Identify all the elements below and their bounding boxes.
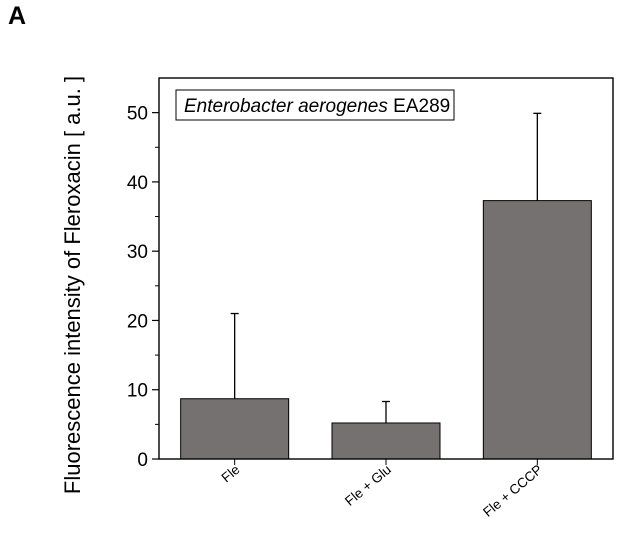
y-tick-label: 50 bbox=[127, 104, 148, 125]
plot-area: Fle Fle + Glu Fle + CCCP 0 10 20 30 40 50 bbox=[127, 77, 614, 520]
x-tick-label: Fle + CCCP bbox=[480, 462, 545, 520]
legend-label: Enterobacter aerogenes EA289 bbox=[184, 96, 450, 117]
legend-box: Enterobacter aerogenes EA289 bbox=[175, 89, 455, 121]
y-tick-label: 20 bbox=[127, 311, 148, 332]
plot-frame bbox=[158, 77, 614, 460]
y-tick-label: 30 bbox=[127, 242, 148, 263]
legend-species: Enterobacter aerogenes bbox=[184, 96, 388, 117]
bar bbox=[482, 200, 592, 460]
panel-label: A bbox=[8, 2, 27, 30]
legend-strain: EA289 bbox=[388, 96, 450, 117]
y-tick-label: 40 bbox=[127, 173, 148, 194]
x-tick-label: Fle + Glu bbox=[342, 462, 394, 509]
x-tick-label: Fle bbox=[219, 462, 243, 486]
y-tick-label: 10 bbox=[127, 381, 148, 402]
y-axis-label: Fluorescence intensity of Fleroxacin [ a… bbox=[60, 76, 85, 494]
bar bbox=[180, 398, 290, 460]
bar bbox=[331, 422, 441, 460]
y-tick-label: 0 bbox=[137, 450, 148, 471]
legend-frame bbox=[175, 89, 455, 121]
